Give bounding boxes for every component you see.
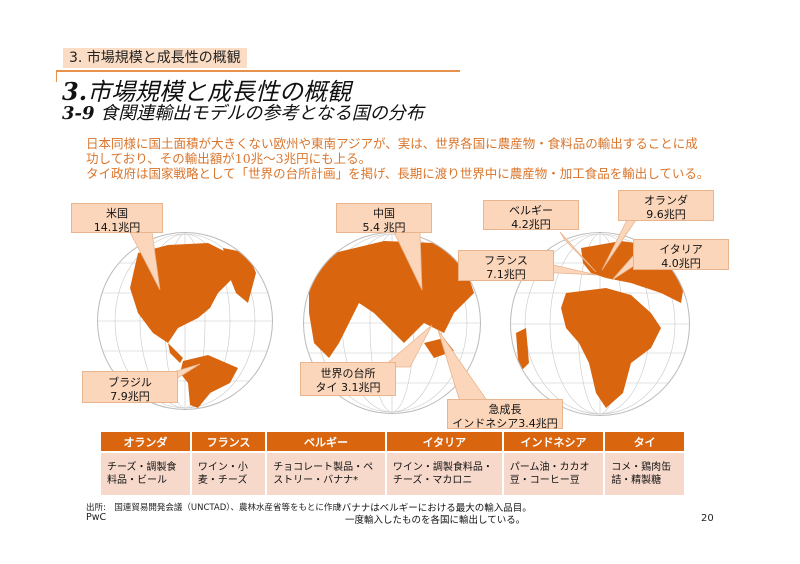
table-header: イタリア <box>385 432 504 452</box>
table-cell: パーム油・カカオ豆・コーヒー豆 <box>502 451 606 495</box>
callout-belgium-name: ベルギー <box>509 204 553 217</box>
callout-usa: 米国 14.1兆円 <box>71 203 163 234</box>
callout-france: フランス 7.1兆円 <box>458 250 554 281</box>
table-header: フランス <box>190 432 268 452</box>
table-cell: チョコレート製品・ペストリー・バナナ* <box>266 451 387 495</box>
callout-china-name: 中国 <box>373 207 395 220</box>
callout-france-name: フランス <box>484 254 528 267</box>
footnote-line: *バナナはベルギーにおける最大の輸入品目。 <box>337 503 532 514</box>
table-cell: ワイン・調製食料品・チーズ・マカロニ <box>385 451 504 495</box>
callout-thailand: 世界の台所 タイ 3.1兆円 <box>300 362 396 396</box>
table-header: オランダ <box>101 432 192 452</box>
section-tab: 3. 市場規模と成長性の概観 <box>63 48 247 68</box>
source-note: 出所: 国連貿易開発会議（UNCTAD）、農林水産省等をもとに作成 <box>86 503 341 513</box>
intro-line: 功しており、その輸出額が10兆～3兆円にも上る。 <box>86 151 372 166</box>
callout-belgium: ベルギー 4.2兆円 <box>483 200 579 231</box>
table-header: ベルギー <box>266 432 387 452</box>
callout-brazil: ブラジル 7.9兆円 <box>82 371 178 403</box>
callout-brazil-value: 7.9兆円 <box>110 390 150 403</box>
callout-italy-name: イタリア <box>659 243 703 256</box>
callout-france-value: 7.1兆円 <box>486 268 526 281</box>
table-header: タイ <box>604 432 686 452</box>
table-cell: チーズ・調製食料品・ビール <box>101 451 192 495</box>
page-subtitle-text: 食関連輸出モデルの参考となる国の分布 <box>100 103 424 124</box>
callout-italy: イタリア 4.0兆円 <box>633 239 729 270</box>
header-rule-corner <box>56 70 57 82</box>
export-products-table: オランダ フランス ベルギー イタリア インドネシア タイ チーズ・調製食料品・… <box>101 432 686 495</box>
callout-netherlands-name: オランダ <box>644 194 688 207</box>
intro-line: 日本同様に国土面積が大きくない欧州や東南アジアが、実は、世界各国に農産物・食料品… <box>86 136 698 151</box>
header-rule <box>56 70 460 72</box>
table-cell: ワイン・小麦・チーズ <box>190 451 268 495</box>
callout-indonesia-value: インドネシア3.4兆円 <box>452 417 558 430</box>
table-header: インドネシア <box>502 432 606 452</box>
page-subtitle: 3-9 食関連輸出モデルの参考となる国の分布 <box>62 103 424 125</box>
callout-thailand-value: タイ 3.1兆円 <box>315 381 381 394</box>
table-row: チーズ・調製食料品・ビール ワイン・小麦・チーズ チョコレート製品・ペストリー・… <box>101 451 686 495</box>
page-title: 3.市場規模と成長性の概観 <box>62 77 352 107</box>
callout-china: 中国 5.4 兆円 <box>336 203 432 234</box>
table-header-row: オランダ フランス ベルギー イタリア インドネシア タイ <box>101 432 686 452</box>
page-number: 20 <box>701 513 714 524</box>
callout-brazil-name: ブラジル <box>108 376 152 389</box>
callout-thailand-name: 世界の台所 <box>320 367 376 380</box>
callout-usa-name: 米国 <box>106 207 128 220</box>
callout-china-value: 5.4 兆円 <box>362 221 406 234</box>
callout-belgium-value: 4.2兆円 <box>511 218 551 231</box>
callout-indonesia: 急成長 インドネシア3.4兆円 <box>447 399 563 430</box>
table-cell: コメ・鶏肉缶詰・精製糖 <box>604 451 686 495</box>
intro-line: タイ政府は国家戦略として「世界の台所計画」を掲げ、長期に渡り世界中に農産物・加工… <box>86 166 710 181</box>
callout-usa-value: 14.1兆円 <box>93 221 141 234</box>
page-subtitle-number: 3-9 <box>62 103 95 124</box>
page-title-number: 3. <box>62 77 88 106</box>
callout-italy-value: 4.0兆円 <box>661 257 701 270</box>
callout-netherlands-value: 9.6兆円 <box>646 208 686 221</box>
intro-paragraph: 日本同様に国土面積が大きくない欧州や東南アジアが、実は、世界各国に農産物・食料品… <box>86 136 726 181</box>
footnote-line: 一度輸入したものを各国に輸出している。 <box>345 515 526 526</box>
brand-label: PwC <box>86 512 107 523</box>
callout-netherlands: オランダ 9.6兆円 <box>618 190 714 221</box>
callout-indonesia-name: 急成長 <box>488 403 522 416</box>
page-title-text: 市場規模と成長性の概観 <box>87 78 352 106</box>
